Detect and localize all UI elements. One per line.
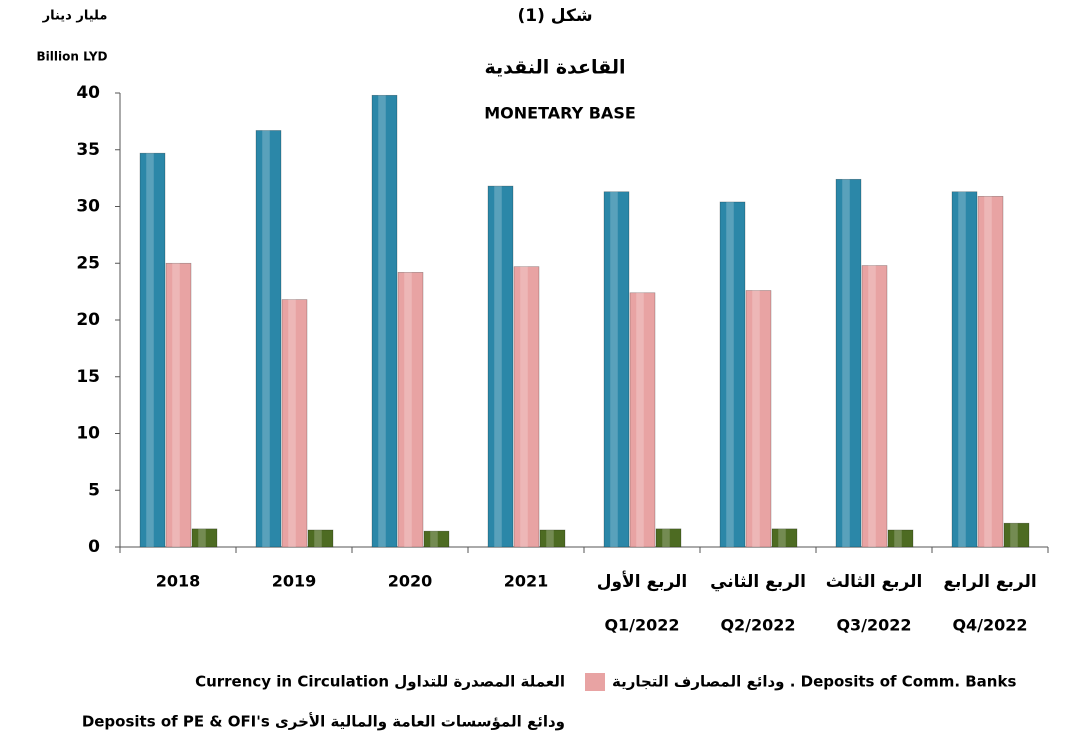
bar-shade (636, 292, 644, 547)
y-axis-label: مليار دينار (42, 9, 108, 24)
bar-shade (288, 299, 296, 547)
y-tick-label: 25 (76, 253, 100, 273)
bar (835, 178, 862, 548)
bar-shade (894, 529, 902, 547)
x-tick-label: الربع الرابع (943, 572, 1036, 592)
bar-shade (958, 191, 966, 547)
y-tick-label: 15 (76, 367, 100, 387)
bar (255, 130, 282, 548)
bar-shade (404, 272, 412, 547)
bar (397, 272, 424, 548)
bar (513, 266, 540, 548)
bar-shade (520, 266, 528, 547)
legend-label: ودائع المصارف التجارية . Deposits of Com… (612, 673, 1016, 691)
bar (1003, 522, 1030, 548)
x-tick-label: الربع الثاني (710, 572, 806, 592)
bar (487, 185, 514, 548)
bar (719, 201, 746, 548)
chart-subtitle-en: MONETARY BASE (484, 104, 636, 123)
bar (165, 262, 192, 548)
y-tick-label: 35 (76, 140, 100, 160)
bar (307, 529, 334, 548)
bar (539, 529, 566, 548)
bar-shade (778, 528, 786, 547)
bar-shade (842, 179, 850, 547)
bar-shade (146, 153, 154, 547)
y-tick-label: 10 (76, 424, 100, 444)
bar (139, 152, 166, 548)
legend-label: ودائع المؤسسات العامة والمالية الأخرى De… (82, 713, 565, 731)
bar (629, 292, 656, 548)
bar (951, 191, 978, 548)
y-tick-label: 40 (76, 83, 100, 103)
bar-shade (610, 191, 618, 547)
y-tick-label: 30 (76, 197, 100, 217)
bar-shade (546, 529, 554, 547)
bar-shade (172, 263, 180, 547)
legend-swatch (585, 673, 605, 691)
bar-shade (662, 528, 670, 547)
chart-subtitle: القاعدة النقدية (485, 57, 626, 79)
chart-title: شكل (1) (517, 6, 592, 26)
bar-shade (378, 95, 386, 548)
x-tick-label: 2021 (504, 572, 549, 591)
bar (423, 530, 450, 548)
bar-shade (494, 186, 502, 547)
bar-shade (430, 531, 438, 547)
bar-shade (868, 265, 876, 547)
bar (887, 529, 914, 548)
bar-shade (314, 529, 322, 547)
bar (603, 191, 630, 548)
bar-shade (752, 290, 760, 547)
bar-shade (1010, 523, 1018, 547)
x-tick-label: 2018 (156, 572, 201, 591)
x-tick-label: 2019 (272, 572, 317, 591)
y-tick-label: 0 (88, 537, 100, 557)
bar-shade (198, 528, 206, 547)
y-tick-label: 20 (76, 310, 100, 330)
bar (281, 299, 308, 548)
bar-shade (262, 130, 270, 547)
bar-shade (984, 196, 992, 547)
bar-shade (726, 201, 734, 547)
bar (861, 265, 888, 548)
bar (191, 528, 218, 548)
x-tick-label: Q4/2022 (952, 616, 1027, 635)
bar (655, 528, 682, 548)
x-tick-label: 2020 (388, 572, 433, 591)
bar (771, 528, 798, 548)
y-axis-label-en: Billion LYD (37, 50, 108, 64)
bar (371, 94, 398, 548)
bar (977, 195, 1004, 548)
bar (745, 290, 772, 548)
x-tick-label: الربع الثالث (826, 572, 923, 592)
legend-label: العملة المصدرة للتداول Currency in Circu… (195, 673, 565, 691)
x-tick-label: الربع الأول (597, 571, 688, 592)
x-tick-label: Q1/2022 (604, 616, 679, 635)
x-tick-label: Q3/2022 (836, 616, 911, 635)
y-tick-label: 5 (88, 480, 100, 500)
x-tick-label: Q2/2022 (720, 616, 795, 635)
